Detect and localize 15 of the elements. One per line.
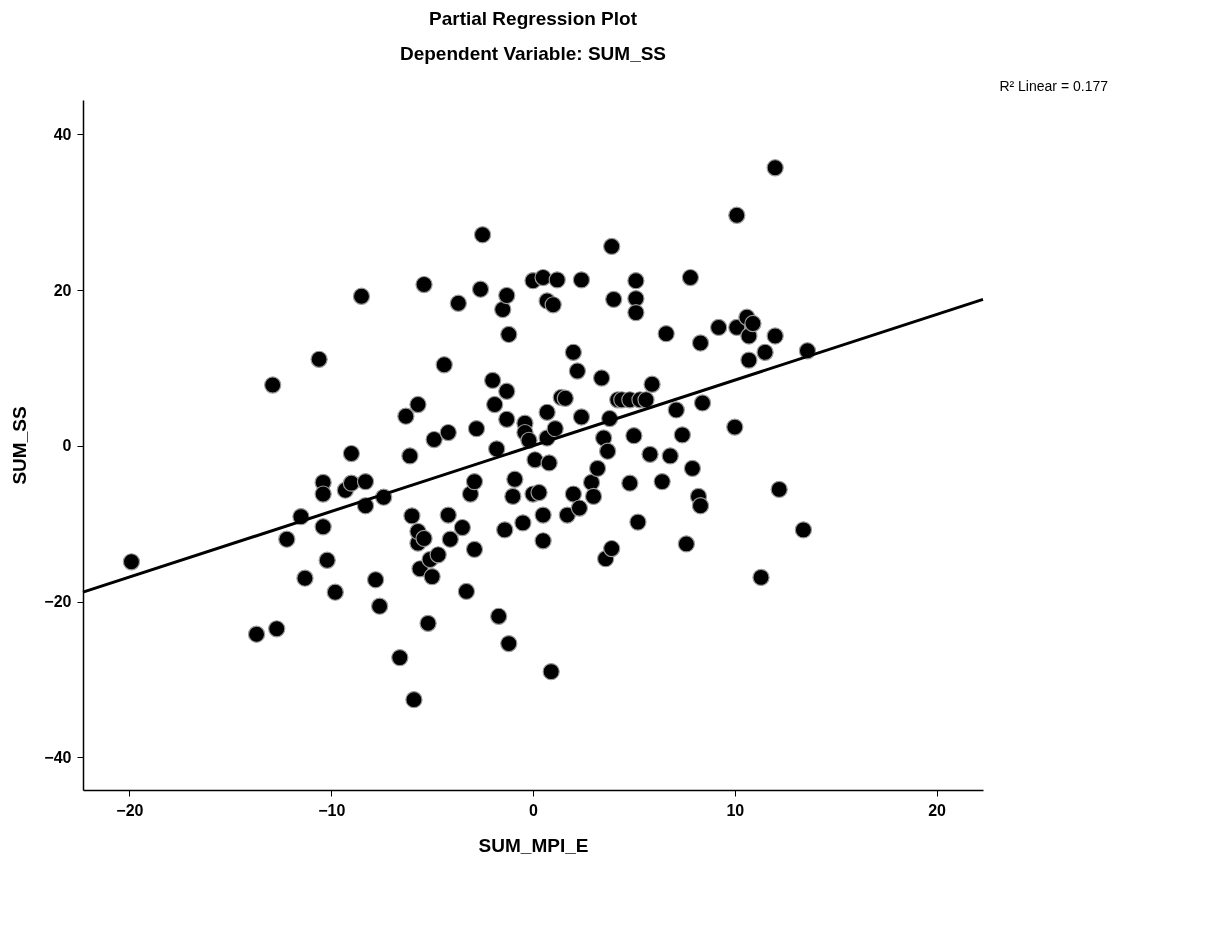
y-tick-label: 0 [62, 437, 72, 455]
x-tick-label: 0 [529, 801, 539, 819]
y-tick-label: −20 [44, 593, 72, 611]
x-axis-title: SUM_MPI_E [478, 834, 589, 856]
x-tick-label: 10 [726, 801, 745, 819]
text: R² Linear = 0.177 [999, 78, 1109, 94]
x-tick-label: −10 [318, 801, 346, 819]
chart-title: Partial Regression Plot [428, 8, 638, 29]
y-tick-label: −40 [44, 748, 72, 766]
y-axis-title: SUM_SS [9, 406, 31, 485]
y-tick-label: 20 [53, 281, 72, 299]
x-tick-label: −20 [116, 801, 144, 819]
y-tick-label: 40 [53, 125, 72, 143]
x-tick-label: 20 [928, 801, 947, 819]
chart-subtitle: Dependent Variable: SUM_SS [399, 43, 667, 64]
